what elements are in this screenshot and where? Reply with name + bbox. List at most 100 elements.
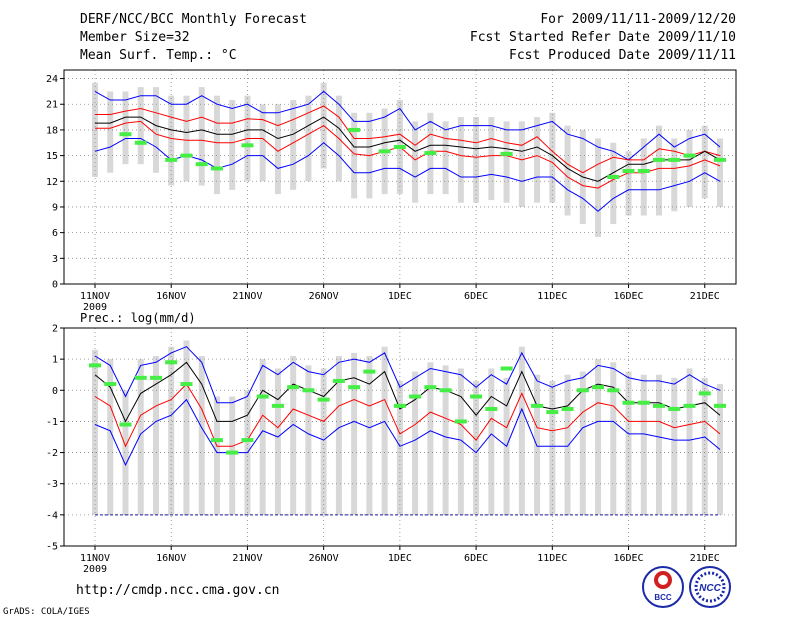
- member-bar-prec-30: [549, 380, 556, 515]
- ytick-label-temp-4: 12: [46, 177, 58, 188]
- observed-marker-prec-6: [180, 382, 193, 387]
- member-bar-prec-25: [473, 380, 480, 515]
- ytick-label-temp-6: 18: [46, 125, 58, 136]
- xtick-label-prec-2: 21NOV: [232, 553, 262, 564]
- observed-marker-prec-34: [607, 388, 620, 393]
- member-bar-temp-31: [564, 125, 571, 216]
- member-bar-prec-7: [198, 356, 205, 515]
- observed-marker-prec-14: [302, 388, 315, 393]
- member-bar-temp-35: [625, 151, 632, 216]
- observed-marker-prec-1: [104, 382, 117, 387]
- member-bar-temp-38: [671, 138, 678, 212]
- member-bar-temp-25: [473, 117, 480, 203]
- fcst-produced: Fcst Produced Date 2009/11/11: [509, 48, 736, 63]
- member-bar-temp-4: [152, 87, 159, 173]
- observed-marker-prec-0: [89, 363, 101, 368]
- xtick-year-temp: 2009: [83, 302, 107, 313]
- member-bar-temp-37: [656, 125, 663, 216]
- member-bar-temp-7: [198, 87, 205, 186]
- member-bar-temp-14: [305, 95, 312, 182]
- member-bar-prec-8: [213, 396, 220, 515]
- observed-marker-prec-15: [317, 397, 330, 402]
- ytick-label-temp-1: 3: [52, 254, 58, 265]
- observed-marker-prec-33: [592, 385, 605, 390]
- member-bar-prec-34: [610, 362, 617, 515]
- member-bar-temp-27: [503, 121, 510, 203]
- member-bar-prec-40: [701, 377, 708, 515]
- xtick-label-prec-7: 16DEC: [613, 553, 643, 564]
- member-bar-prec-35: [625, 371, 632, 515]
- observed-marker-prec-37: [653, 403, 666, 408]
- member-bar-prec-31: [564, 374, 571, 515]
- series-spread-lower-prec: [94, 383, 721, 448]
- series-ensemble-max-temp: [94, 90, 721, 161]
- observed-marker-temp-5: [165, 157, 178, 162]
- member-bar-prec-3: [137, 359, 144, 515]
- xtick-label-temp-6: 11DEC: [537, 291, 567, 302]
- member-bar-temp-21: [412, 121, 419, 203]
- xtick-year-prec: 2009: [83, 564, 107, 575]
- observed-marker-temp-37: [653, 157, 666, 162]
- member-bar-prec-37: [656, 374, 663, 515]
- member-bar-temp-23: [442, 121, 449, 195]
- ncc-logo: NCC: [689, 566, 731, 608]
- observed-marker-prec-25: [470, 394, 483, 399]
- ytick-label-temp-0: 0: [52, 280, 58, 291]
- observed-marker-prec-39: [683, 403, 696, 408]
- observed-marker-prec-20: [393, 403, 406, 408]
- member-bar-prec-23: [442, 365, 449, 515]
- xtick-label-prec-3: 26NOV: [309, 553, 339, 564]
- ytick-label-prec-3: -2: [46, 448, 58, 459]
- ytick-label-temp-8: 24: [46, 74, 58, 85]
- xtick-label-prec-6: 11DEC: [537, 553, 567, 564]
- observed-marker-temp-6: [180, 153, 193, 158]
- member-bar-temp-26: [488, 117, 495, 201]
- member-bar-prec-21: [412, 371, 419, 515]
- member-bar-prec-4: [152, 356, 159, 515]
- member-bar-prec-20: [396, 380, 403, 515]
- observed-marker-prec-31: [561, 406, 574, 411]
- observed-marker-temp-7: [195, 162, 208, 167]
- observed-marker-temp-3: [134, 140, 147, 145]
- observed-marker-prec-41: [714, 403, 726, 408]
- member-bar-temp-11: [259, 104, 266, 182]
- observed-marker-temp-17: [348, 127, 361, 132]
- xtick-label-prec-4: 1DEC: [388, 553, 412, 564]
- grads-credit: GrADS: COLA/IGES: [3, 607, 90, 617]
- observed-marker-prec-32: [576, 388, 589, 393]
- ncc-logo-text: NCC: [699, 583, 721, 594]
- ytick-label-temp-3: 9: [52, 202, 58, 213]
- member-bar-prec-29: [534, 374, 541, 515]
- xtick-label-prec-8: 21DEC: [690, 553, 720, 564]
- member-size: Member Size=32: [80, 30, 190, 45]
- member-bar-prec-33: [595, 359, 602, 515]
- observed-marker-temp-27: [500, 151, 513, 156]
- observed-marker-prec-38: [668, 406, 681, 411]
- observed-marker-temp-10: [241, 143, 254, 148]
- member-bar-prec-22: [427, 362, 434, 515]
- xtick-label-temp-3: 26NOV: [309, 291, 339, 302]
- member-bar-temp-41: [717, 138, 723, 207]
- xtick-label-temp-8: 21DEC: [690, 291, 720, 302]
- xtick-label-prec-5: 6DEC: [464, 553, 488, 564]
- ytick-label-prec-7: 2: [52, 324, 58, 335]
- observed-marker-prec-23: [439, 388, 452, 393]
- member-bar-prec-14: [305, 365, 312, 515]
- member-bar-temp-17: [351, 112, 358, 199]
- member-bar-temp-8: [213, 95, 220, 195]
- observed-marker-prec-26: [485, 406, 498, 411]
- observed-marker-prec-2: [119, 422, 132, 427]
- member-bar-prec-26: [488, 368, 495, 515]
- member-bar-prec-28: [518, 346, 525, 515]
- member-bar-temp-24: [457, 117, 464, 203]
- member-bar-temp-13: [290, 99, 297, 190]
- observed-marker-temp-34: [607, 175, 620, 179]
- member-bar-temp-1: [107, 91, 114, 173]
- series-ensemble-mean-temp: [95, 116, 721, 182]
- member-bar-prec-18: [366, 356, 373, 515]
- observed-marker-prec-3: [134, 375, 147, 380]
- xtick-label-temp-0: 11NOV: [80, 291, 110, 302]
- bcc-logo-text: BCC: [654, 593, 672, 602]
- chart-title: DERF/NCC/BCC Monthly Forecast: [80, 12, 307, 27]
- member-bar-temp-3: [137, 87, 144, 165]
